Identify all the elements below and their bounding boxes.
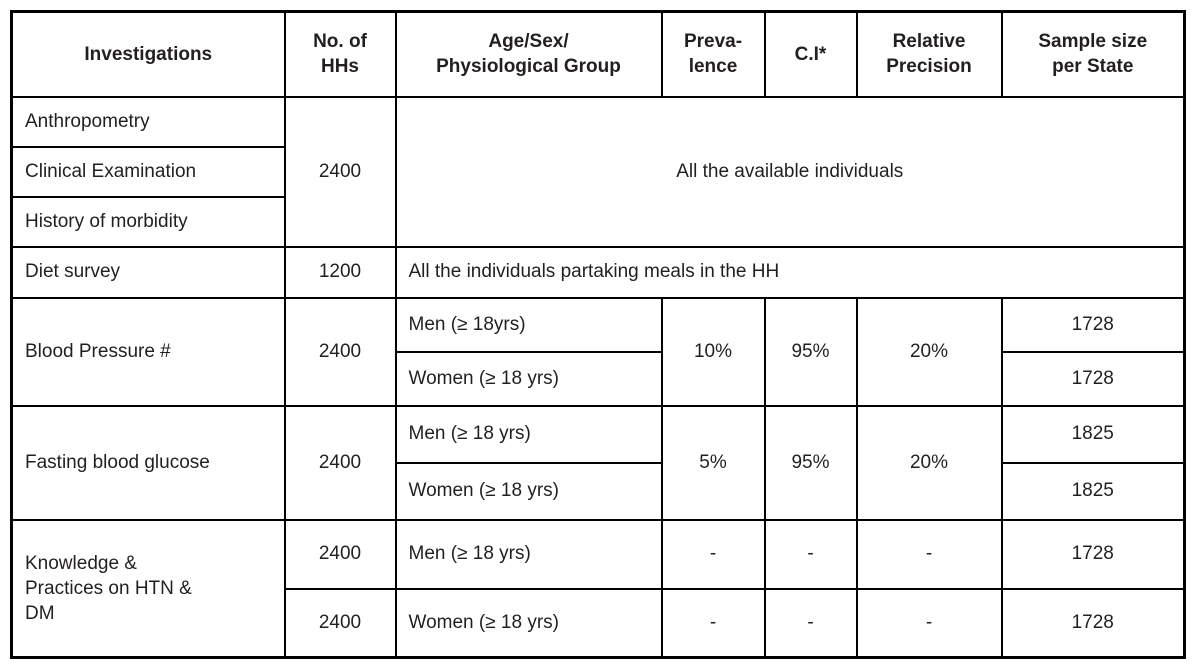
row-diet-survey: Diet survey 1200 All the individuals par… — [10, 245, 1186, 299]
cell-bp-prevalence: 10% — [660, 296, 766, 407]
header-row: Investigations No. of HHs Age/Sex/ Physi… — [10, 10, 1186, 98]
cell-history-of-morbidity: History of morbidity — [10, 195, 286, 248]
header-relative-precision: Relative Precision — [855, 10, 1003, 98]
cell-knowledge-relative-precision-women: - — [855, 587, 1003, 659]
row-anthropometry: Anthropometry 2400 All the available ind… — [10, 95, 1186, 248]
cell-bp-group-men: Men (≥ 18yrs) — [394, 296, 663, 353]
cell-fasting-hhs: 2400 — [283, 404, 397, 521]
header-age-sex-group: Age/Sex/ Physiological Group — [394, 10, 663, 98]
cell-bp-ci: 95% — [763, 296, 858, 407]
cell-fasting-sample-women: 1825 — [1000, 461, 1186, 521]
row-history-of-morbidity: History of morbidity — [10, 195, 1185, 248]
cell-knowledge-prevalence-men: - — [660, 518, 766, 590]
header-sample-size: Sample size per State — [1000, 10, 1186, 98]
cell-fasting-glucose: Fasting blood glucose — [10, 404, 286, 521]
cell-diet-population: All the individuals partaking meals in t… — [394, 245, 1186, 299]
cell-clinical-examination: Clinical Examination — [10, 145, 286, 198]
cell-bp-sample-women: 1728 — [1000, 350, 1186, 407]
cell-knowledge-sample-men: 1728 — [1000, 518, 1186, 590]
sampling-design-table-container: Investigations No. of HHs Age/Sex/ Physi… — [10, 10, 1186, 659]
header-ci: C.I* — [763, 10, 858, 98]
cell-bp-hhs: 2400 — [283, 296, 397, 407]
sampling-design-table: Investigations No. of HHs Age/Sex/ Physi… — [10, 10, 1186, 659]
cell-fasting-prevalence: 5% — [660, 404, 766, 521]
cell-fasting-relative-precision: 20% — [855, 404, 1003, 521]
header-investigations: Investigations — [10, 10, 286, 98]
row-knowledge-women: 2400 Women (≥ 18 yrs) - - - 1728 — [12, 587, 1186, 659]
cell-knowledge-group-women: Women (≥ 18 yrs) — [394, 587, 663, 659]
header-no-of-hhs: No. of HHs — [283, 10, 397, 98]
row-fasting-glucose-men: Fasting blood glucose 2400 Men (≥ 18 yrs… — [10, 404, 1186, 521]
cell-fasting-group-men: Men (≥ 18 yrs) — [394, 404, 663, 464]
cell-fasting-sample-men: 1825 — [1000, 404, 1186, 464]
header-prevalence: Preva- lence — [660, 10, 766, 98]
cell-fasting-group-women: Women (≥ 18 yrs) — [394, 461, 663, 521]
cell-diet-hhs: 1200 — [283, 245, 397, 299]
cell-knowledge-relative-precision-men: - — [855, 518, 1003, 590]
row-fasting-glucose-women: Women (≥ 18 yrs) 1825 — [12, 461, 1186, 521]
row-blood-pressure-women: Women (≥ 18 yrs) 1728 — [12, 350, 1186, 407]
cell-bp-sample-men: 1728 — [1000, 296, 1186, 353]
cell-anthropometry: Anthropometry — [10, 95, 286, 148]
row-blood-pressure-men: Blood Pressure # 2400 Men (≥ 18yrs) 10% … — [10, 296, 1186, 407]
cell-knowledge-ci-men: - — [763, 518, 858, 590]
cell-blood-pressure: Blood Pressure # — [10, 296, 286, 407]
cell-knowledge-hhs-men: 2400 — [283, 518, 397, 590]
cell-knowledge-hhs-women: 2400 — [283, 587, 397, 659]
cell-bp-group-women: Women (≥ 18 yrs) — [394, 350, 663, 407]
cell-anthro-group-hhs: 2400 — [283, 95, 397, 248]
cell-diet-survey: Diet survey — [10, 245, 286, 299]
cell-knowledge-prevalence-women: - — [660, 587, 766, 659]
row-clinical-examination: Clinical Examination — [10, 145, 1185, 198]
cell-knowledge-practices: Knowledge & Practices on HTN & DM — [10, 518, 286, 659]
cell-knowledge-ci-women: - — [763, 587, 858, 659]
cell-anthro-group-population: All the available individuals — [394, 95, 1186, 248]
cell-bp-relative-precision: 20% — [855, 296, 1003, 407]
cell-fasting-ci: 95% — [763, 404, 858, 521]
row-knowledge-men: Knowledge & Practices on HTN & DM 2400 M… — [10, 518, 1186, 659]
cell-knowledge-group-men: Men (≥ 18 yrs) — [394, 518, 663, 590]
cell-knowledge-sample-women: 1728 — [1000, 587, 1186, 659]
